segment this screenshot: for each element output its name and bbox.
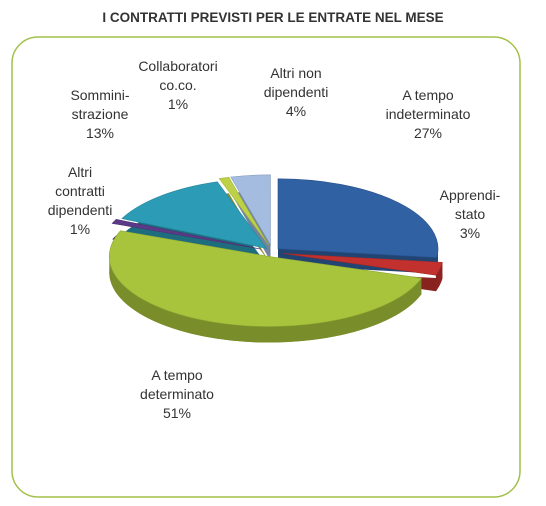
- slice-label: Collaboratori co.co.: [138, 58, 218, 93]
- slice-value: 13%: [85, 125, 115, 141]
- slice-value: 1%: [167, 96, 189, 112]
- slice-label: Sommini- strazione: [70, 87, 130, 122]
- slice-label: A tempo determinato: [140, 367, 214, 402]
- slice-value: 3%: [459, 225, 481, 241]
- slice-label: A tempo indeterminato: [385, 87, 471, 122]
- slice-label: Altri contratti dipendenti: [47, 164, 113, 218]
- slice-wall: [109, 256, 422, 343]
- slice: [111, 219, 262, 250]
- slice-value: 4%: [285, 103, 307, 119]
- slice: [283, 253, 443, 276]
- slice: [109, 230, 423, 327]
- slice-wall: [435, 262, 443, 292]
- slice: [230, 174, 271, 246]
- slice: [121, 181, 268, 249]
- slice: [218, 176, 269, 246]
- slice-label: Altri non dipendenti: [263, 65, 329, 100]
- slice-label: Apprendi- stato: [439, 187, 501, 222]
- slice: [277, 178, 439, 258]
- slice-value: 27%: [413, 125, 443, 141]
- chart-title: I CONTRATTI PREVISTI PER LE ENTRATE NEL …: [102, 10, 444, 25]
- slice-value: 51%: [162, 405, 192, 421]
- slice-value: 1%: [69, 221, 91, 237]
